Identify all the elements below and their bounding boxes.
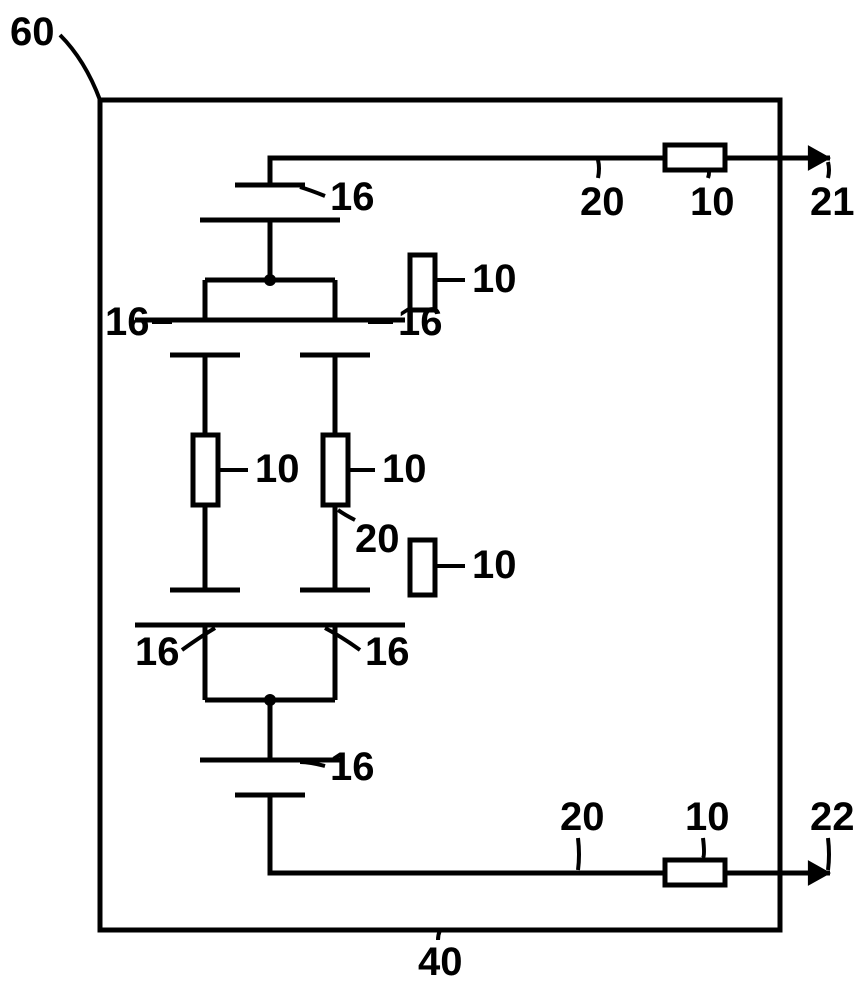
label-n16ul: 16 xyxy=(105,300,150,344)
label-n21: 21 xyxy=(810,180,855,224)
label-n16ll: 16 xyxy=(135,630,180,674)
leader-n10f xyxy=(703,838,704,858)
label-n10e: 10 xyxy=(472,543,517,587)
leader-n10a xyxy=(708,170,709,178)
component-10-left-mid xyxy=(193,435,218,505)
node-top xyxy=(264,274,276,286)
component-10-top-right xyxy=(665,145,725,170)
component-10-free-lower xyxy=(410,540,435,595)
label-n10d: 10 xyxy=(382,447,427,491)
label-n10b: 10 xyxy=(472,257,517,301)
component-10-bot-right xyxy=(665,860,725,885)
label-n16ur: 16 xyxy=(398,300,443,344)
label-n16t: 16 xyxy=(330,175,375,219)
label-n20b: 20 xyxy=(355,517,400,561)
leader-n20c xyxy=(578,838,579,870)
node-bot xyxy=(264,694,276,706)
label-n20c: 20 xyxy=(560,795,605,839)
leader-n22 xyxy=(828,838,829,870)
label-n16b: 16 xyxy=(330,745,375,789)
label-n16lr: 16 xyxy=(365,630,410,674)
leader-n21 xyxy=(828,162,829,178)
label-n10f: 10 xyxy=(685,795,730,839)
label-n60: 60 xyxy=(10,10,55,54)
enclosure-box-40 xyxy=(100,100,780,930)
label-n10a: 10 xyxy=(690,180,735,224)
label-n40: 40 xyxy=(418,940,463,984)
label-n20a: 20 xyxy=(580,180,625,224)
circuit-diagram: 60 40 21 22 20 20 20 10 10 10 10 10 10 16 16 16 16 16 16 xyxy=(0,0,868,1000)
label-n22: 22 xyxy=(810,795,855,839)
label-n10c: 10 xyxy=(255,447,300,491)
leader-n20a xyxy=(598,160,599,178)
component-10-right-mid xyxy=(323,435,348,505)
leader-n40 xyxy=(438,930,440,940)
leader-n60 xyxy=(60,35,100,100)
terminal-arrow-21 xyxy=(808,146,830,170)
